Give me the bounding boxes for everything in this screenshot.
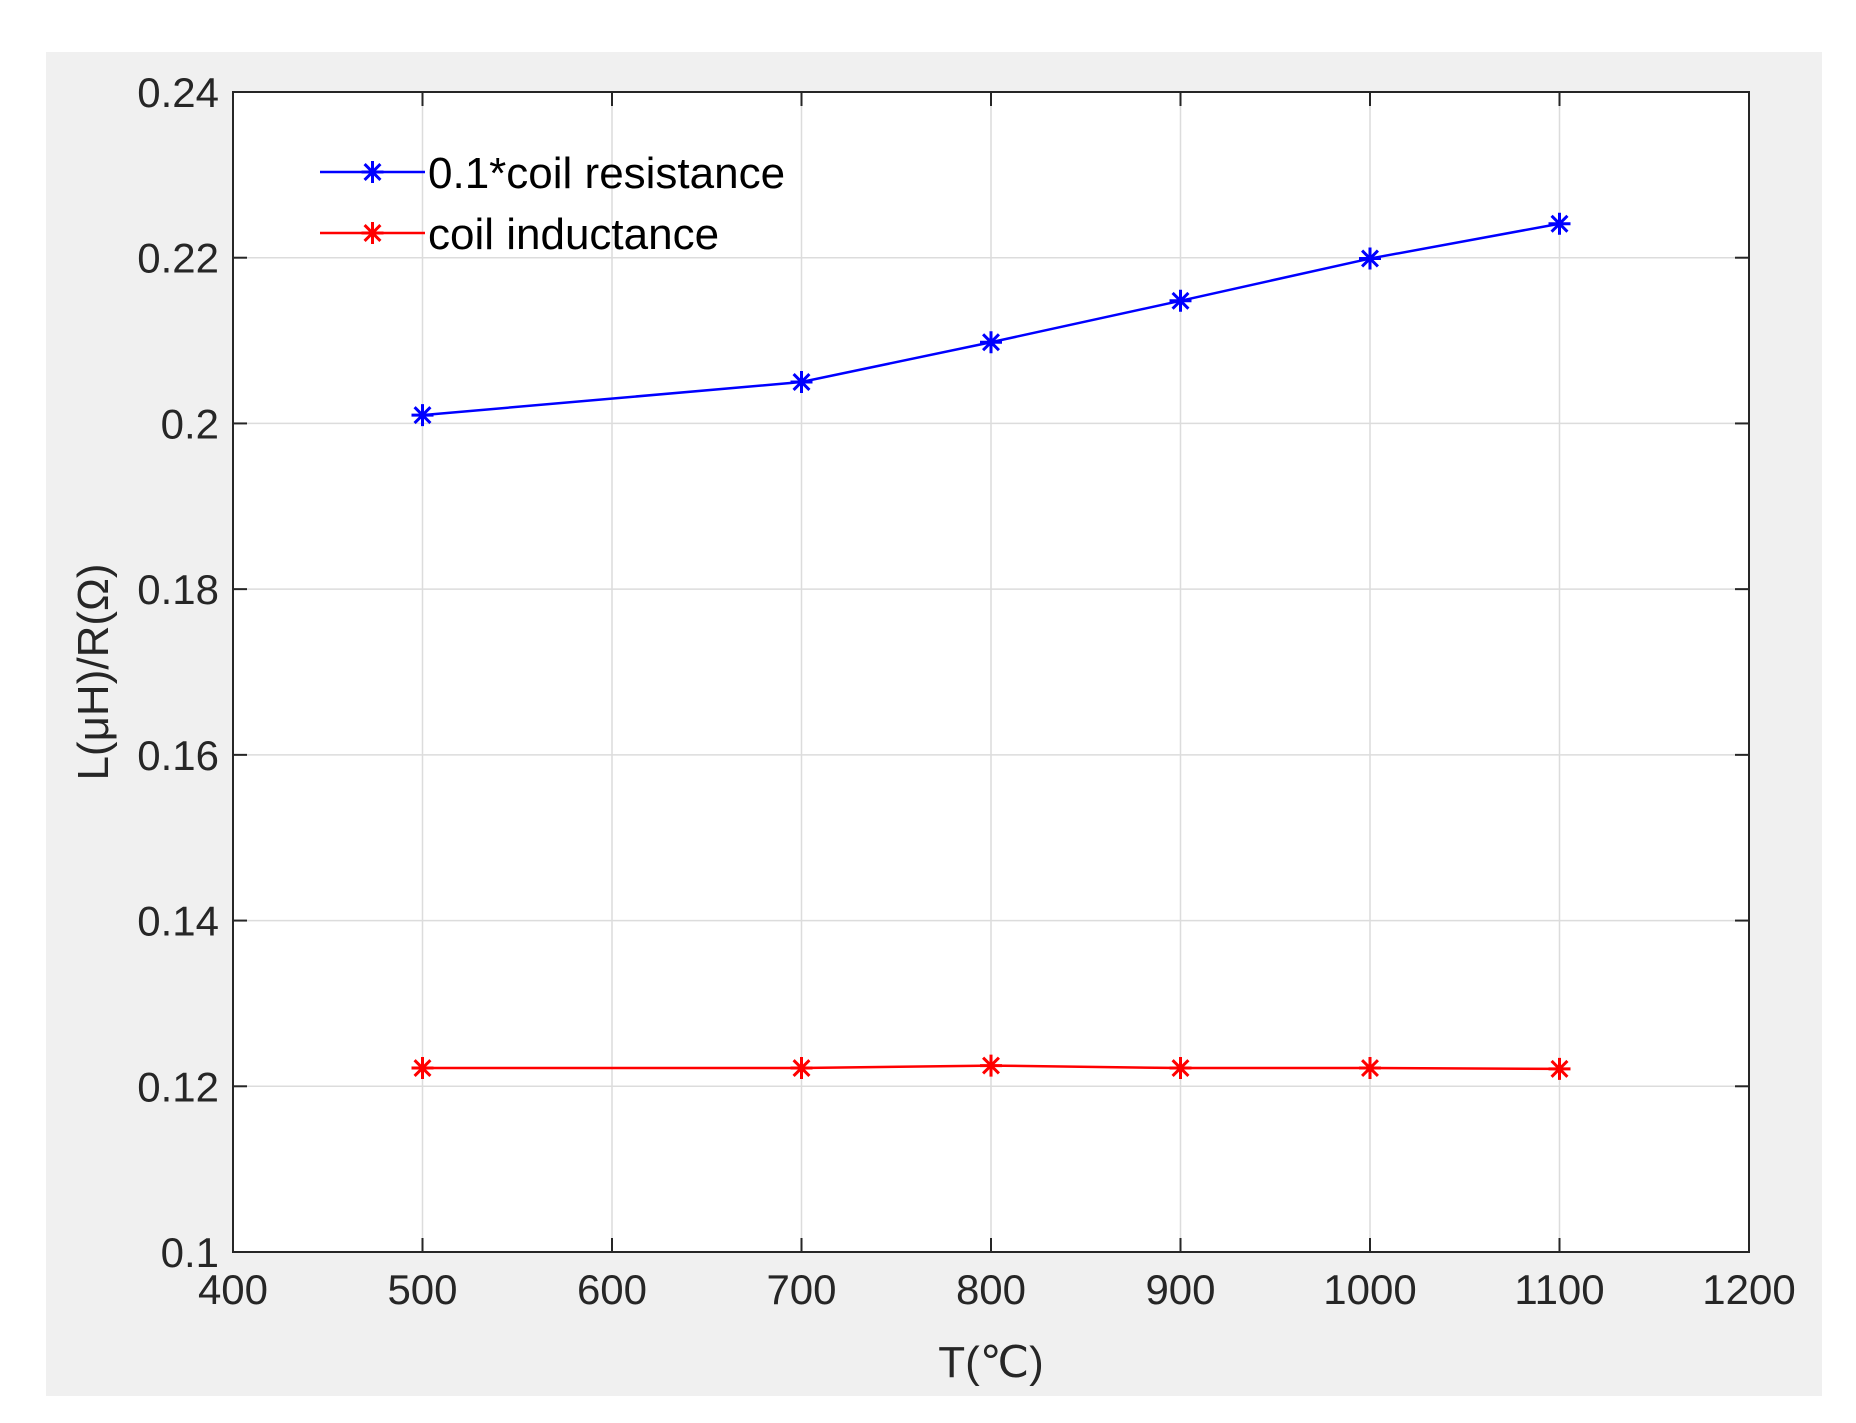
y-axis-label: L(μH)/R(Ω) <box>69 563 118 780</box>
series-line <box>422 1064 1560 1071</box>
data-point-marker <box>790 1057 813 1080</box>
data-point-marker <box>1169 1057 1192 1080</box>
legend: 0.1*coil resistance coil inductance <box>320 149 785 259</box>
x-tick-label: 1200 <box>1702 1266 1795 1313</box>
x-tick-label: 600 <box>577 1266 647 1313</box>
series-layer <box>411 212 1571 1080</box>
y-tick-label: 0.24 <box>137 69 219 116</box>
legend-label: 0.1*coil resistance <box>428 149 785 198</box>
y-tick-labels: 0.1 0.12 0.14 0.16 0.18 0.2 0.22 0.24 <box>137 69 219 1276</box>
x-tick-label: 700 <box>766 1266 836 1313</box>
data-point-marker <box>411 1057 434 1080</box>
x-tick-label: 800 <box>956 1266 1026 1313</box>
axes-box <box>232 91 1750 1253</box>
x-tick-label: 900 <box>1145 1266 1215 1313</box>
x-tick-labels: 400 500 600 700 800 900 1000 1100 1200 <box>198 1266 1796 1313</box>
x-tick-label: 1000 <box>1323 1266 1416 1313</box>
data-point-marker <box>1169 289 1192 312</box>
y-tick-label: 0.14 <box>137 898 219 945</box>
x-tick-label: 500 <box>387 1266 457 1313</box>
data-point-marker <box>1548 212 1571 235</box>
y-tick-label: 0.12 <box>137 1063 219 1110</box>
x-tick-label: 400 <box>198 1266 268 1313</box>
legend-label: coil inductance <box>428 210 719 259</box>
data-point-marker <box>1548 1057 1571 1080</box>
data-point-marker <box>980 1054 1002 1077</box>
legend-entry: 0.1*coil resistance <box>320 149 785 198</box>
data-point-marker <box>980 331 1002 354</box>
data-point-marker <box>411 404 434 427</box>
legend-marker-swatch <box>361 222 384 244</box>
x-tick-label: 1100 <box>1514 1266 1604 1313</box>
y-tick-label: 0.22 <box>137 235 219 282</box>
data-point-marker <box>1359 1057 1381 1080</box>
data-point-marker <box>790 371 813 393</box>
series-1 <box>411 212 1571 427</box>
x-axis-label: T(℃) <box>938 1338 1044 1387</box>
legend-entry: coil inductance <box>320 210 719 259</box>
series-2 <box>411 1054 1571 1080</box>
y-tick-label: 0.1 <box>161 1229 219 1276</box>
data-point-marker <box>1359 247 1381 270</box>
legend-marker-swatch <box>361 161 384 183</box>
y-tick-label: 0.18 <box>137 566 219 613</box>
series-line <box>422 222 1560 417</box>
y-tick-label: 0.2 <box>161 400 219 447</box>
y-tick-label: 0.16 <box>137 732 219 779</box>
